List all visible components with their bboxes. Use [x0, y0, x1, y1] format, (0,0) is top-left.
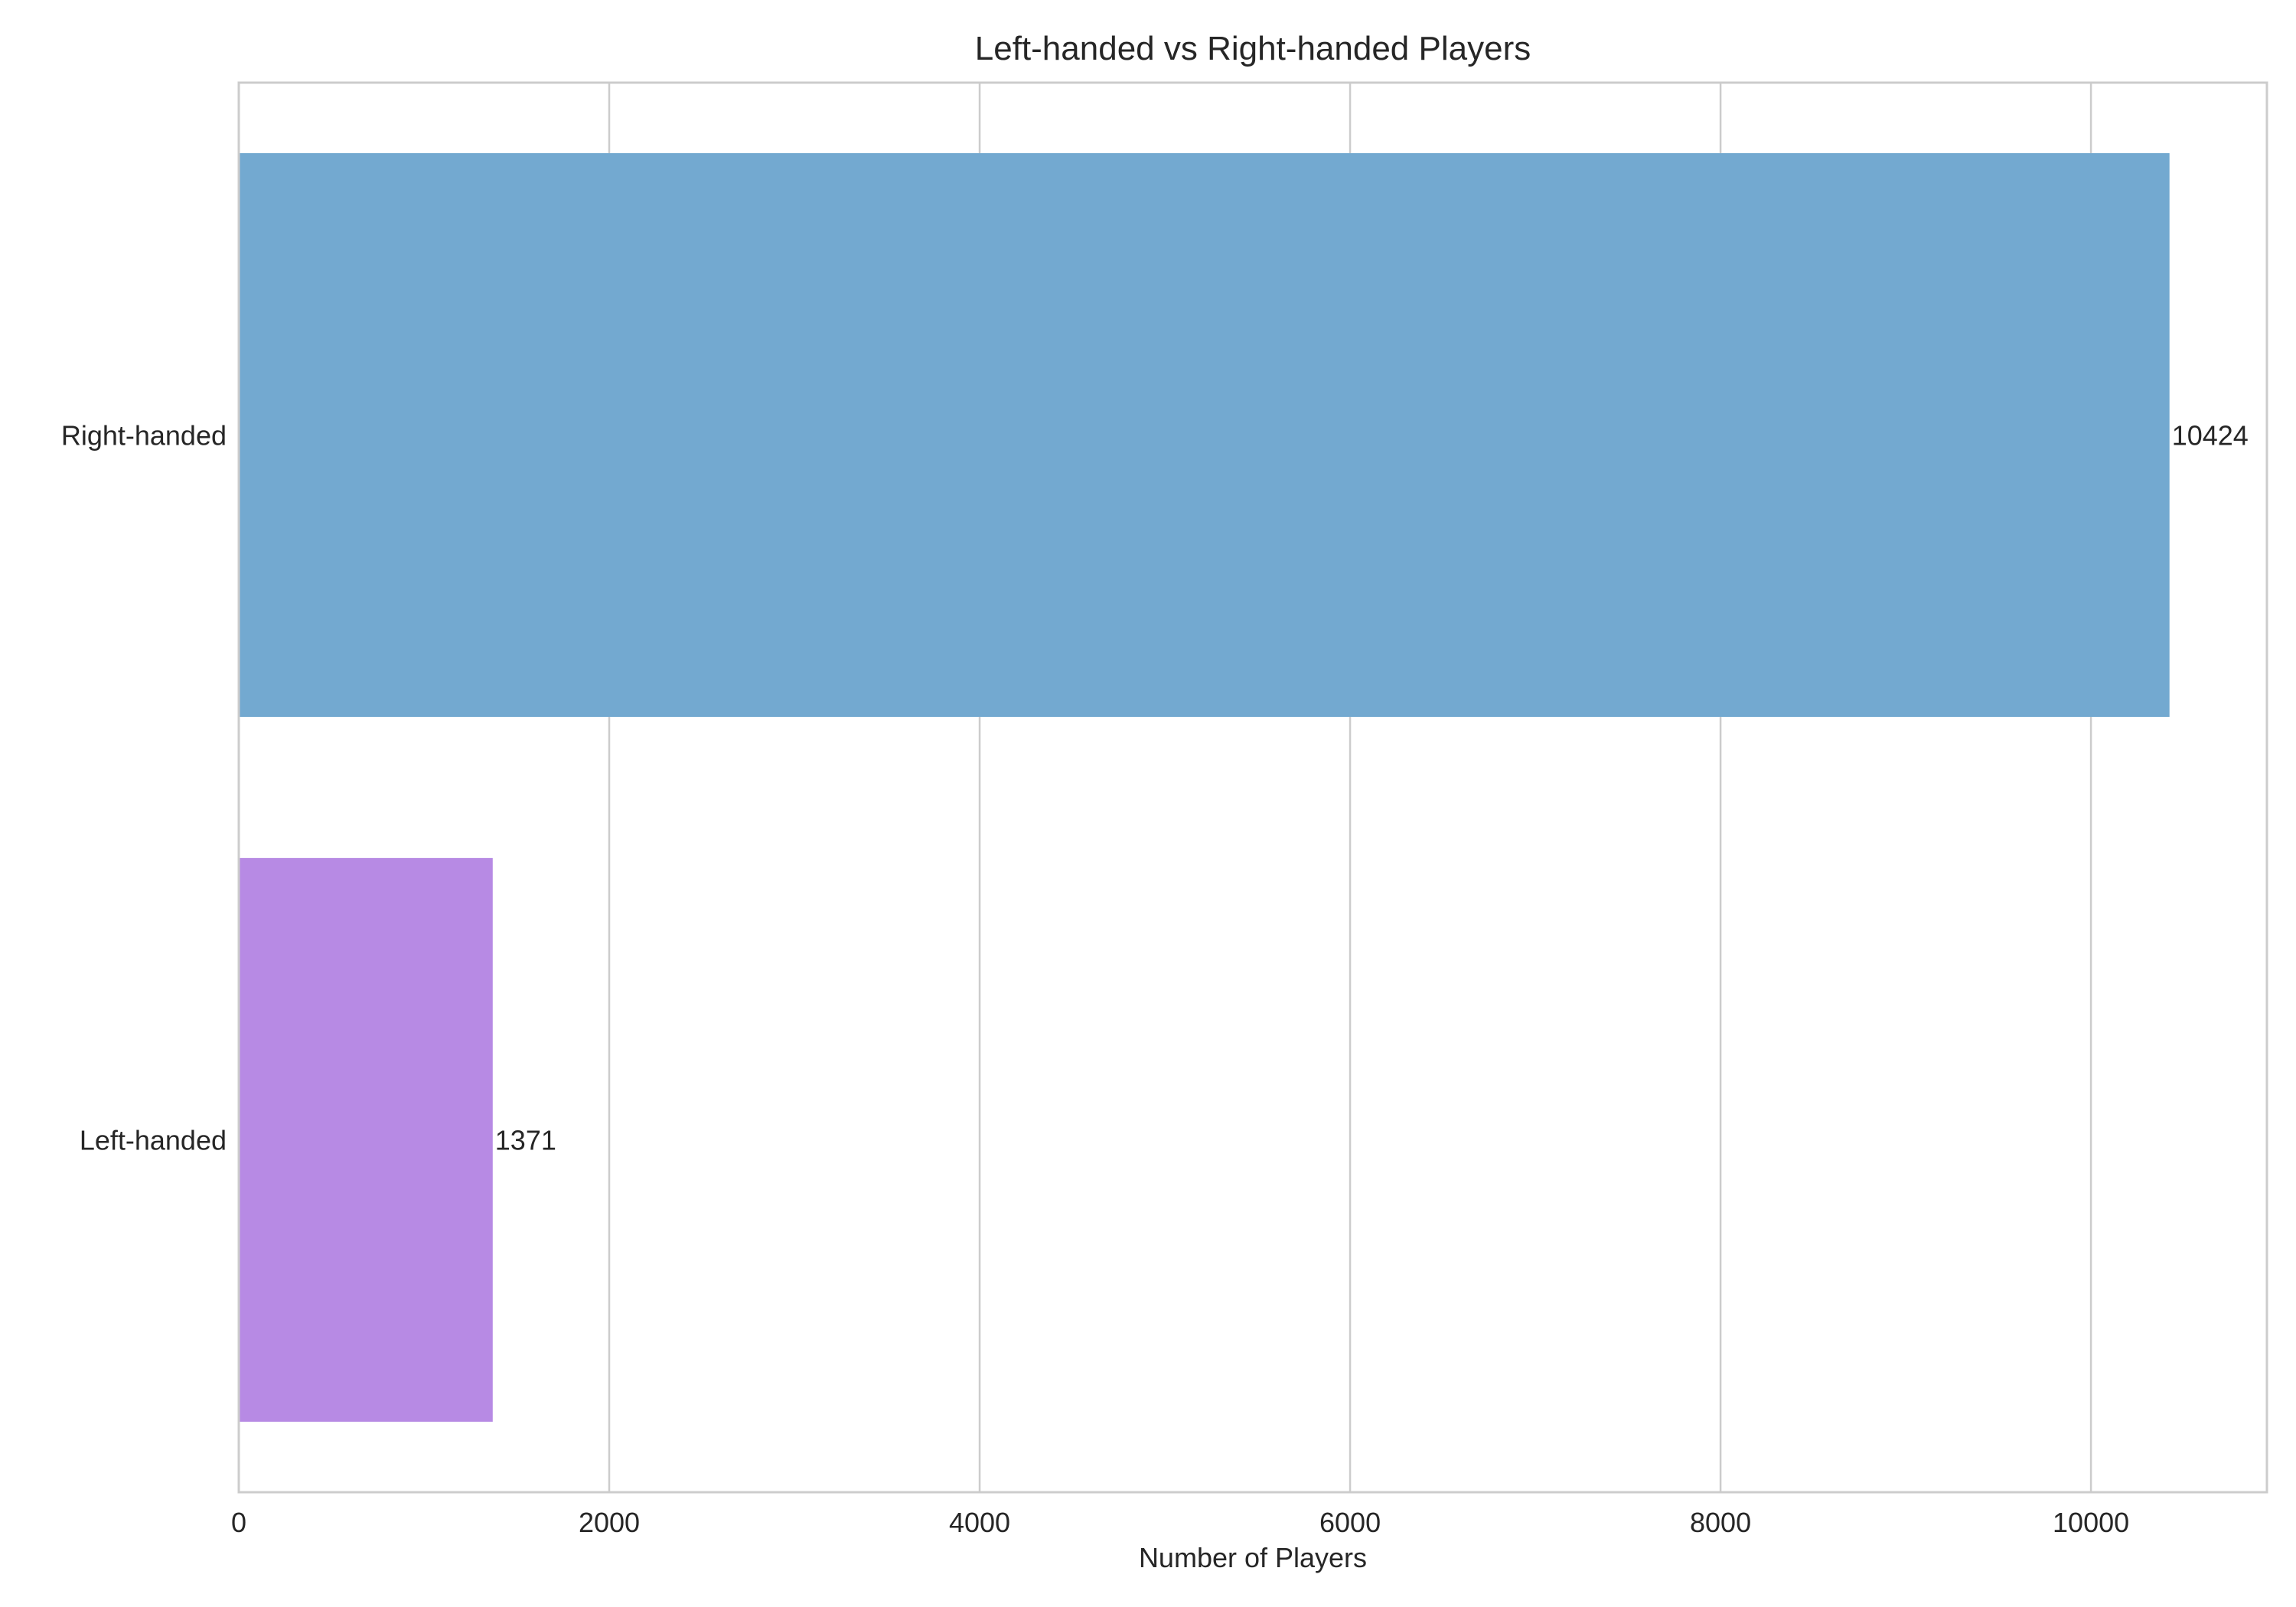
plot-frame	[237, 81, 2268, 1494]
data-labels: 10424 1371	[495, 420, 2249, 1156]
x-tick-label: 10000	[2053, 1507, 2129, 1538]
data-label: 1371	[495, 1125, 556, 1156]
x-tick-label: 0	[231, 1507, 246, 1538]
bar	[239, 858, 493, 1422]
x-axis-label: Number of Players	[1139, 1542, 1367, 1573]
x-tick-label: 2000	[579, 1507, 640, 1538]
x-tick-label: 6000	[1319, 1507, 1381, 1538]
data-label: 10424	[2172, 420, 2249, 451]
bars	[239, 153, 2170, 1422]
x-tick-label: 4000	[949, 1507, 1010, 1538]
bar	[239, 153, 2170, 717]
x-tick-label: 8000	[1690, 1507, 1751, 1538]
y-tick-label: Left-handed	[80, 1125, 227, 1156]
y-tick-label: Right-handed	[61, 420, 227, 451]
chart-title: Left-handed vs Right-handed Players	[975, 30, 1531, 67]
y-tick-labels: Right-handed Left-handed	[61, 420, 227, 1156]
x-tick-labels: 0 2000 4000 6000 8000 10000	[231, 1507, 2129, 1538]
